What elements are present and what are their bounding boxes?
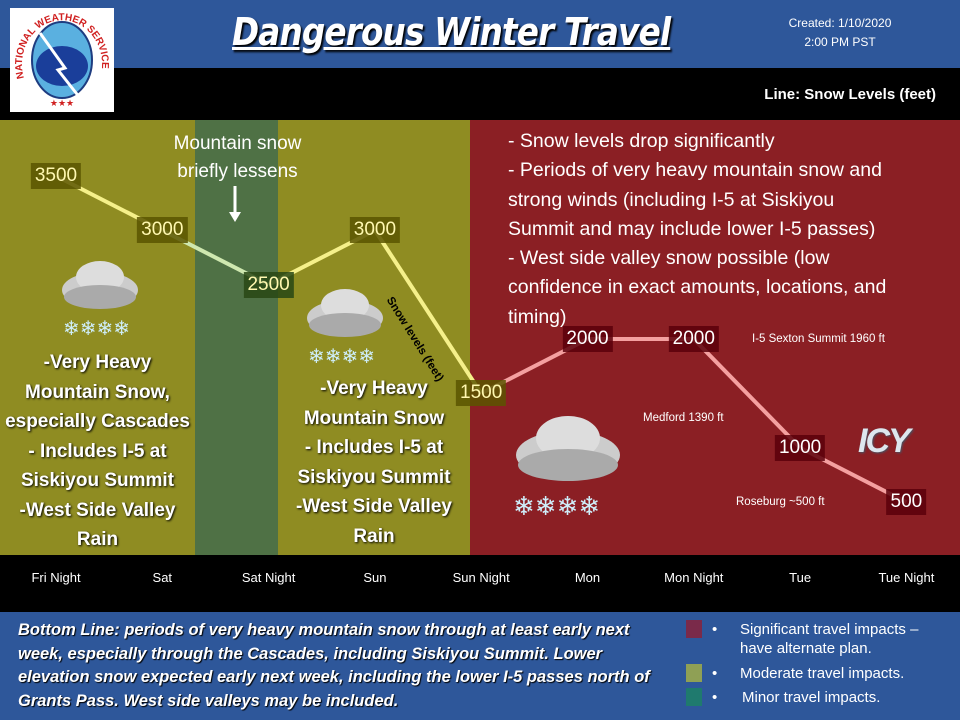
x-tick-label: Fri Night bbox=[31, 570, 81, 585]
legend-moderate: Moderate travel impacts. bbox=[740, 665, 905, 682]
legend-swatch-moderate bbox=[686, 664, 702, 682]
right-note: - Snow levels drop significantly - Period… bbox=[508, 130, 887, 328]
x-tick-label: Mon Night bbox=[664, 570, 724, 585]
created-time: 2:00 PM PST bbox=[804, 35, 876, 49]
x-tick-label: Tue Night bbox=[878, 570, 935, 585]
x-tick-label: Tue bbox=[789, 570, 812, 585]
panel-moderate-1 bbox=[0, 120, 195, 555]
nws-logo: ★★★ NATIONAL WEATHER SERVICE bbox=[10, 8, 114, 112]
down-arrow-icon bbox=[229, 186, 241, 222]
timeline-band bbox=[0, 555, 960, 612]
data-label: 3500 bbox=[30, 163, 82, 189]
svg-text:❄❄❄❄: ❄❄❄❄ bbox=[63, 318, 130, 340]
svg-text:❄❄❄❄: ❄❄❄❄ bbox=[513, 491, 600, 521]
left-note: -Very Heavy Mountain Snow, especially Casc… bbox=[5, 352, 190, 550]
svg-text:❄❄❄❄: ❄❄❄❄ bbox=[308, 346, 375, 368]
data-label: 3000 bbox=[137, 217, 188, 244]
line-segment bbox=[373, 229, 483, 395]
data-label: 500 bbox=[886, 489, 927, 516]
x-tick-label: Sun bbox=[363, 570, 387, 585]
data-label: 2000 bbox=[668, 326, 719, 353]
bottom-panel bbox=[0, 612, 960, 720]
snow-cloud-icon: ❄❄❄❄ bbox=[513, 416, 620, 521]
panel-moderate-2 bbox=[278, 120, 470, 555]
x-tick-label: Mon bbox=[574, 570, 601, 585]
page-title: Dangerous Winter Travel bbox=[232, 10, 671, 54]
line-legend: Line: Snow Levels (feet) bbox=[764, 86, 936, 103]
medford-note: Medford 1390 ft bbox=[643, 412, 724, 424]
bullet: • bbox=[712, 665, 718, 682]
created-date: Created: 1/10/2020 bbox=[788, 16, 892, 30]
bullet: • bbox=[712, 621, 718, 638]
data-label: 1500 bbox=[456, 380, 507, 407]
roseburg-note: Roseburg ~500 ft bbox=[736, 496, 825, 508]
data-label: 1000 bbox=[774, 434, 826, 461]
lessens-note: Mountain snow briefly lessens bbox=[173, 133, 302, 182]
data-label: 2500 bbox=[243, 271, 294, 298]
mid-note: -Very Heavy Mountain Snow - Includes I-5 a… bbox=[296, 378, 452, 547]
legend-minor: Minor travel impacts. bbox=[742, 689, 881, 706]
bullet: • bbox=[712, 689, 718, 706]
legend-significant: Significant travel impacts – have altern… bbox=[740, 621, 919, 657]
data-label: 3000 bbox=[349, 217, 401, 244]
x-tick-label: Sat Night bbox=[241, 570, 296, 585]
data-label: 2000 bbox=[562, 326, 613, 353]
snow-cloud-icon: ❄❄❄❄ bbox=[307, 289, 383, 368]
header-bar bbox=[0, 0, 960, 68]
legend-swatch-significant bbox=[686, 620, 702, 638]
x-tick-label: Sat bbox=[152, 570, 173, 585]
bottom-line-text: Bottom Line: periods of very heavy mount… bbox=[18, 621, 650, 710]
created-stamp: Created: 1/10/2020 2:00 PM PST bbox=[780, 14, 900, 52]
icy-graphic: ICY bbox=[858, 422, 911, 460]
svg-text:★★★: ★★★ bbox=[50, 98, 74, 108]
x-tick-label: Sun Night bbox=[452, 570, 510, 585]
sexton-note: I-5 Sexton Summit 1960 ft bbox=[752, 333, 885, 345]
line-segment bbox=[692, 337, 802, 450]
header-black-band bbox=[0, 68, 960, 120]
snow-cloud-icon: ❄❄❄❄ bbox=[62, 261, 138, 340]
legend-swatch-minor bbox=[686, 688, 702, 706]
